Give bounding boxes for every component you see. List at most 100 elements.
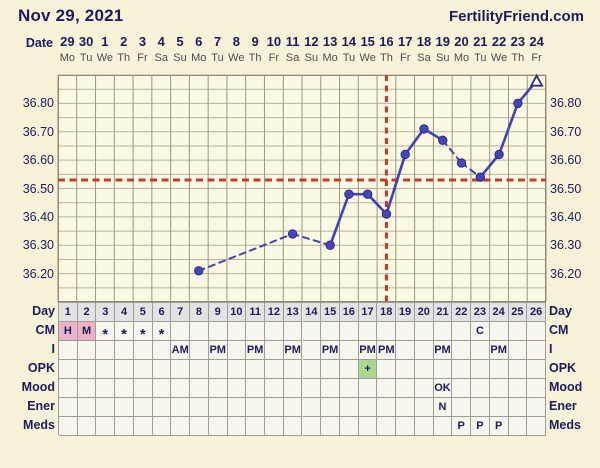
grid-cell-opk-day-16[interactable] (339, 360, 359, 379)
brand-link[interactable]: FertilityFriend.com (448, 8, 584, 25)
grid-cell-day-day-4[interactable]: 4 (115, 303, 134, 322)
grid-cell-meds-day-22[interactable]: P (452, 417, 472, 436)
grid-cell-ener-day-5[interactable] (133, 398, 153, 417)
grid-cell-mood-day-5[interactable] (133, 379, 153, 398)
grid-cell-meds-day-11[interactable] (246, 417, 266, 436)
grid-cell-meds-day-7[interactable] (171, 417, 191, 436)
grid-cell-ener-day-21[interactable]: N (433, 398, 453, 417)
grid-cell-ener-day-9[interactable] (208, 398, 228, 417)
grid-cell-opk-day-20[interactable] (414, 360, 434, 379)
grid-cell-ener-day-15[interactable] (321, 398, 340, 417)
grid-cell-meds-day-14[interactable] (302, 417, 322, 436)
grid-cell-meds-day-3[interactable] (96, 417, 116, 436)
grid-cell-meds-day-15[interactable] (321, 417, 340, 436)
grid-cell-cm-day-22[interactable] (452, 322, 472, 341)
grid-cell-day-day-23[interactable]: 23 (471, 303, 490, 322)
grid-cell-i-day-23[interactable] (471, 341, 490, 360)
grid-cell-i-day-21[interactable]: PM (433, 341, 453, 360)
grid-cell-mood-day-11[interactable] (246, 379, 266, 398)
grid-cell-i-day-2[interactable] (77, 341, 97, 360)
grid-cell-mood-day-22[interactable] (452, 379, 472, 398)
grid-cell-mood-day-13[interactable] (283, 379, 303, 398)
grid-cell-meds-day-23[interactable]: P (471, 417, 490, 436)
grid-cell-i-day-20[interactable] (414, 341, 434, 360)
grid-cell-mood-day-15[interactable] (321, 379, 340, 398)
grid-cell-meds-day-9[interactable] (208, 417, 228, 436)
grid-cell-opk-day-4[interactable] (115, 360, 134, 379)
grid-cell-day-day-6[interactable]: 6 (152, 303, 172, 322)
bbt-chart[interactable] (57, 73, 547, 307)
grid-cell-i-day-6[interactable] (152, 341, 172, 360)
grid-cell-meds-day-8[interactable] (190, 417, 209, 436)
grid-cell-meds-day-25[interactable] (508, 417, 528, 436)
grid-cell-meds-day-6[interactable] (152, 417, 172, 436)
grid-cell-cm-day-2[interactable]: M (77, 322, 97, 341)
grid-cell-opk-day-14[interactable] (302, 360, 322, 379)
grid-cell-opk-day-15[interactable] (321, 360, 340, 379)
grid-cell-i-day-3[interactable] (96, 341, 116, 360)
grid-cell-day-day-13[interactable]: 13 (283, 303, 303, 322)
grid-cell-opk-day-18[interactable] (377, 360, 397, 379)
grid-cell-day-day-19[interactable]: 19 (396, 303, 415, 322)
grid-cell-mood-day-9[interactable] (208, 379, 228, 398)
grid-cell-cm-day-3[interactable]: * (96, 322, 116, 343)
grid-cell-i-day-8[interactable] (190, 341, 209, 360)
grid-cell-mood-day-25[interactable] (508, 379, 528, 398)
grid-cell-opk-day-17[interactable]: + (358, 360, 378, 379)
grid-cell-ener-day-2[interactable] (77, 398, 97, 417)
grid-cell-ener-day-12[interactable] (265, 398, 284, 417)
grid-cell-mood-day-4[interactable] (115, 379, 134, 398)
grid-cell-i-day-7[interactable]: AM (171, 341, 191, 360)
grid-cell-day-day-14[interactable]: 14 (302, 303, 322, 322)
grid-cell-opk-day-23[interactable] (471, 360, 490, 379)
grid-cell-mood-day-16[interactable] (339, 379, 359, 398)
grid-cell-ener-day-10[interactable] (227, 398, 247, 417)
grid-cell-mood-day-24[interactable] (489, 379, 509, 398)
grid-cell-mood-day-20[interactable] (414, 379, 434, 398)
grid-cell-meds-day-21[interactable] (433, 417, 453, 436)
grid-cell-meds-day-13[interactable] (283, 417, 303, 436)
grid-cell-ener-day-13[interactable] (283, 398, 303, 417)
grid-cell-meds-day-2[interactable] (77, 417, 97, 436)
grid-cell-i-day-18[interactable]: PM (377, 341, 397, 360)
grid-cell-ener-day-18[interactable] (377, 398, 397, 417)
grid-cell-i-day-4[interactable] (115, 341, 134, 360)
grid-cell-cm-day-17[interactable] (358, 322, 378, 341)
grid-cell-ener-day-25[interactable] (508, 398, 528, 417)
grid-cell-opk-day-12[interactable] (265, 360, 284, 379)
grid-cell-day-day-18[interactable]: 18 (377, 303, 397, 322)
grid-cell-i-day-16[interactable] (339, 341, 359, 360)
grid-cell-cm-day-12[interactable] (265, 322, 284, 341)
grid-cell-day-day-12[interactable]: 12 (265, 303, 284, 322)
grid-cell-opk-day-1[interactable] (59, 360, 78, 379)
grid-cell-ener-day-26[interactable] (527, 398, 546, 417)
grid-cell-opk-day-9[interactable] (208, 360, 228, 379)
grid-cell-mood-day-7[interactable] (171, 379, 191, 398)
grid-cell-i-day-13[interactable]: PM (283, 341, 303, 360)
grid-cell-cm-day-1[interactable]: H (59, 322, 78, 341)
grid-cell-mood-day-26[interactable] (527, 379, 546, 398)
grid-cell-opk-day-21[interactable] (433, 360, 453, 379)
grid-cell-meds-day-4[interactable] (115, 417, 134, 436)
grid-cell-ener-day-19[interactable] (396, 398, 415, 417)
grid-cell-opk-day-26[interactable] (527, 360, 546, 379)
grid-cell-mood-day-3[interactable] (96, 379, 116, 398)
grid-cell-day-day-17[interactable]: 17 (358, 303, 378, 322)
grid-cell-day-day-26[interactable]: 26 (527, 303, 546, 322)
grid-cell-day-day-7[interactable]: 7 (171, 303, 191, 322)
grid-cell-meds-day-18[interactable] (377, 417, 397, 436)
grid-cell-mood-day-19[interactable] (396, 379, 415, 398)
grid-cell-i-day-26[interactable] (527, 341, 546, 360)
grid-cell-meds-day-12[interactable] (265, 417, 284, 436)
grid-cell-mood-day-21[interactable]: OK (433, 379, 453, 398)
grid-cell-meds-day-17[interactable] (358, 417, 378, 436)
grid-cell-i-day-17[interactable]: PM (358, 341, 378, 360)
grid-cell-meds-day-10[interactable] (227, 417, 247, 436)
grid-cell-day-day-22[interactable]: 22 (452, 303, 472, 322)
grid-cell-opk-day-6[interactable] (152, 360, 172, 379)
grid-cell-i-day-19[interactable] (396, 341, 415, 360)
grid-cell-opk-day-10[interactable] (227, 360, 247, 379)
grid-cell-i-day-24[interactable]: PM (489, 341, 509, 360)
grid-cell-cm-day-9[interactable] (208, 322, 228, 341)
grid-cell-day-day-15[interactable]: 15 (321, 303, 340, 322)
